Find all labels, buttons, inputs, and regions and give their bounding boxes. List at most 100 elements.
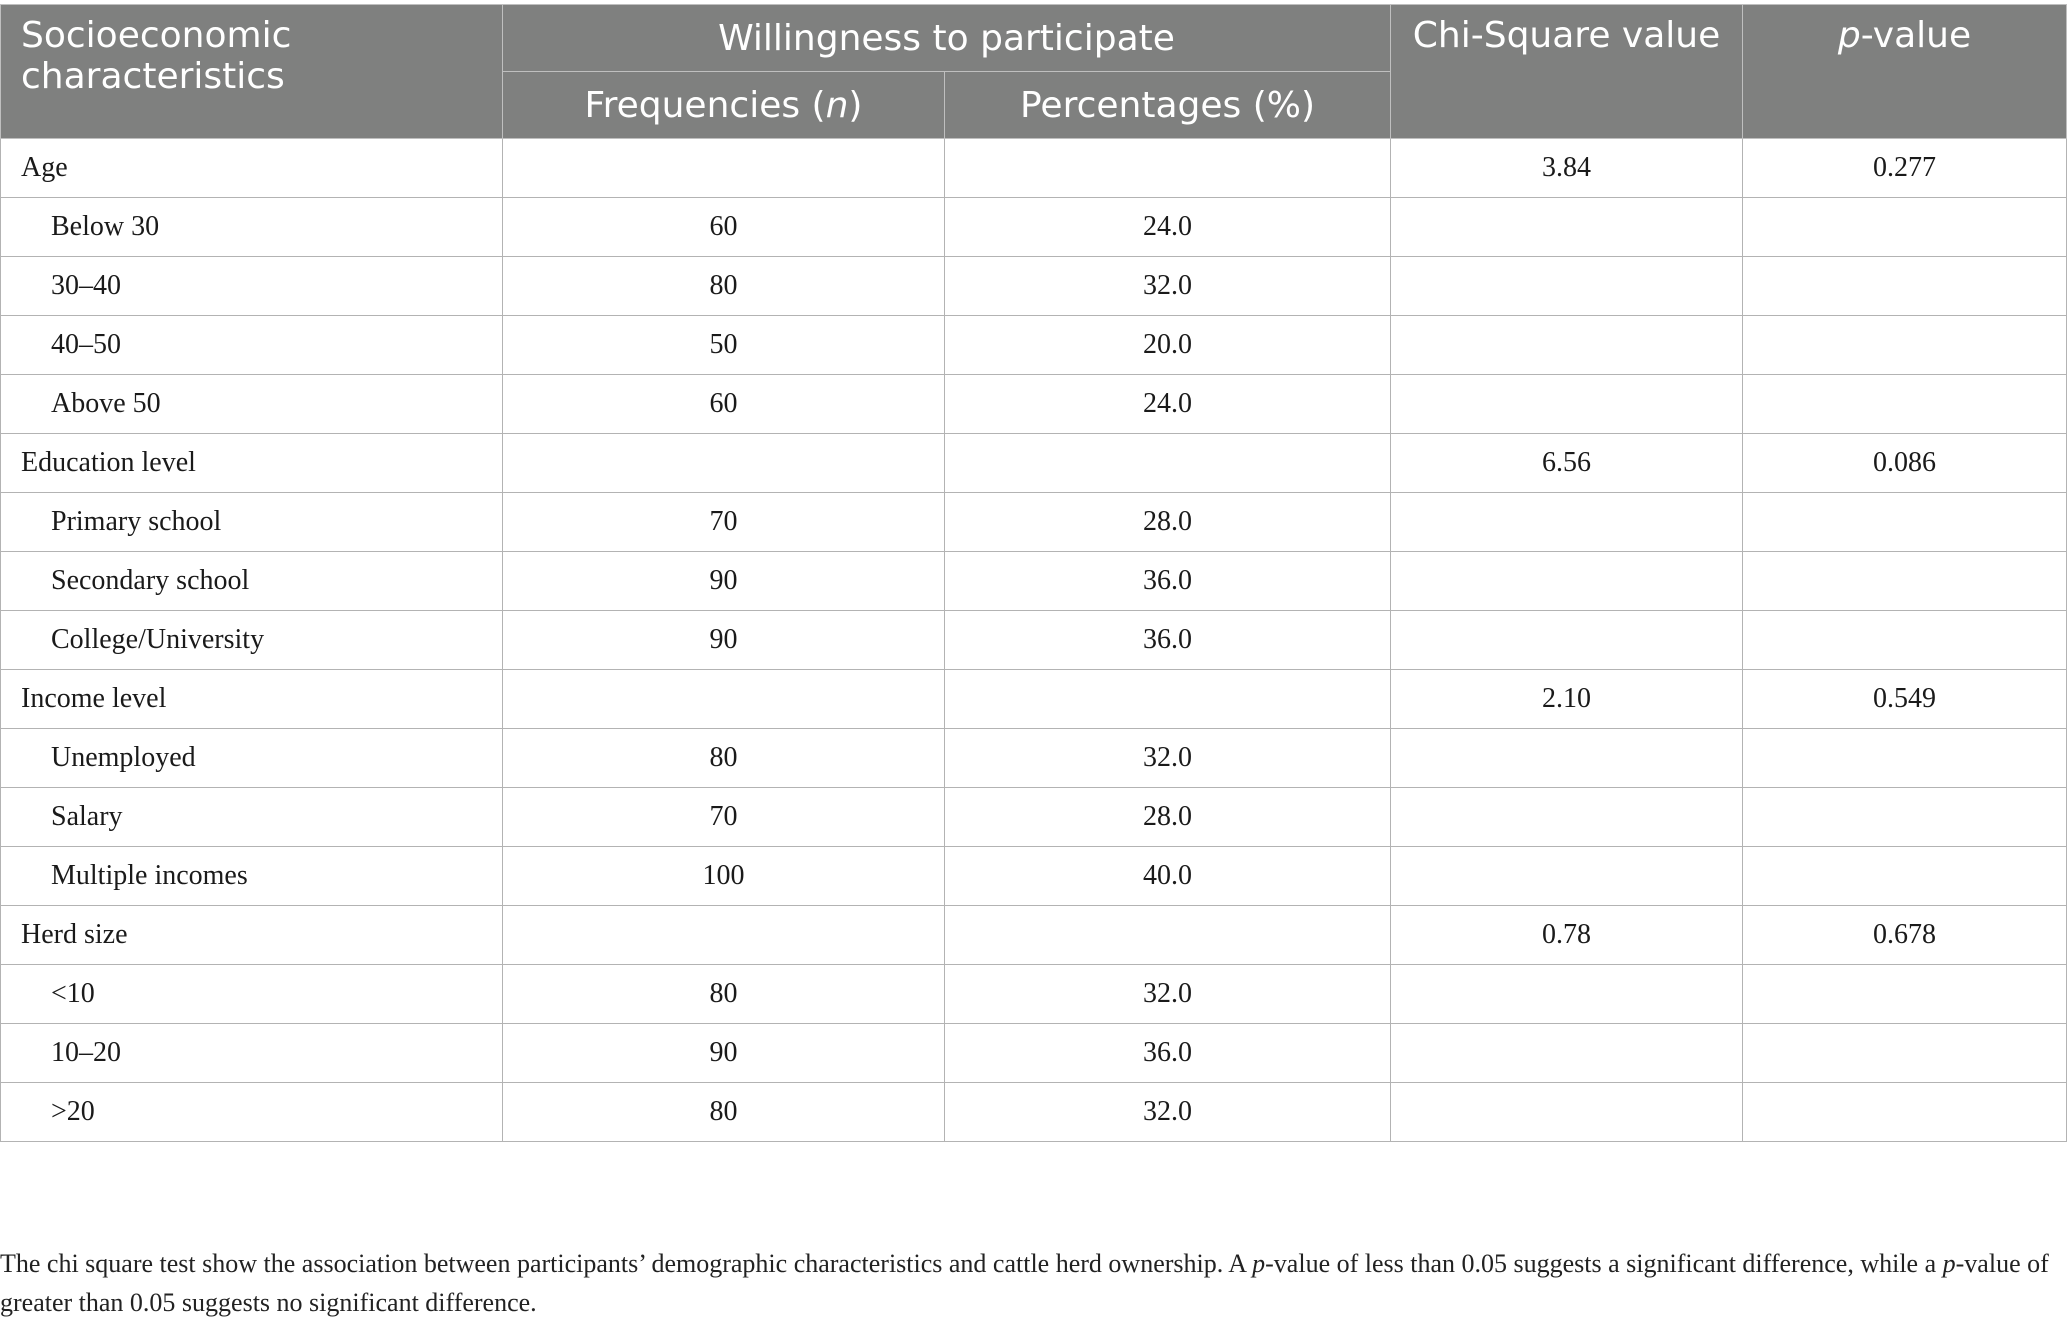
percentage-cell: 32.0 <box>943 256 1392 316</box>
p-value-cell <box>1742 610 2068 670</box>
row-label: 40–50 <box>0 315 503 375</box>
chi-square-cell <box>1390 1082 1744 1142</box>
percentage-cell: 40.0 <box>943 846 1392 906</box>
row-label: College/University <box>0 610 503 670</box>
percentage-cell <box>943 905 1392 965</box>
footnote-part-3: -value of greater than 0.05 suggests no … <box>0 1249 2049 1317</box>
header-chi-square: Chi-Square value <box>1390 4 1744 139</box>
frequency-cell: 50 <box>502 315 945 375</box>
header-socioeconomic: Socioeconomic characteristics <box>0 4 503 139</box>
chi-square-cell: 0.78 <box>1390 905 1744 965</box>
p-value-cell <box>1742 374 2068 434</box>
percentage-cell: 32.0 <box>943 728 1392 788</box>
chi-square-cell <box>1390 787 1744 847</box>
p-value-cell <box>1742 964 2068 1024</box>
frequency-cell <box>502 433 945 493</box>
results-table-container: Socioeconomic characteristics Willingnes… <box>0 4 2068 1142</box>
header-freq-italic: n <box>825 84 849 126</box>
footnote-part-1: The chi square test show the association… <box>0 1249 1253 1278</box>
frequency-cell: 80 <box>502 1082 945 1142</box>
table-group-row: Income level 2.10 0.549 <box>0 669 2068 729</box>
p-value-cell <box>1742 787 2068 847</box>
frequency-cell: 90 <box>502 610 945 670</box>
table-row: 30–40 80 32.0 <box>0 256 2068 316</box>
row-label: Salary <box>0 787 503 847</box>
percentage-cell: 36.0 <box>943 610 1392 670</box>
chi-square-cell <box>1390 374 1744 434</box>
chi-square-cell: 6.56 <box>1390 433 1744 493</box>
percentage-cell: 36.0 <box>943 1023 1392 1083</box>
frequency-cell: 60 <box>502 197 945 257</box>
frequency-cell <box>502 138 945 198</box>
p-value-cell <box>1742 197 2068 257</box>
row-label: Primary school <box>0 492 503 552</box>
chi-square-table: Socioeconomic characteristics Willingnes… <box>0 4 2068 1142</box>
row-label: Below 30 <box>0 197 503 257</box>
header-p-italic: p <box>1837 15 1861 56</box>
frequency-cell: 90 <box>502 551 945 611</box>
percentage-cell: 28.0 <box>943 492 1392 552</box>
p-value-cell <box>1742 846 2068 906</box>
chi-square-cell: 2.10 <box>1390 669 1744 729</box>
percentage-cell: 32.0 <box>943 964 1392 1024</box>
table-row: Secondary school 90 36.0 <box>0 551 2068 611</box>
p-value-cell <box>1742 1023 2068 1083</box>
percentage-cell: 28.0 <box>943 787 1392 847</box>
table-row: Salary 70 28.0 <box>0 787 2068 847</box>
p-value-cell <box>1742 315 2068 375</box>
frequency-cell: 80 <box>502 964 945 1024</box>
row-label: Multiple incomes <box>0 846 503 906</box>
row-label: Above 50 <box>0 374 503 434</box>
frequency-cell: 60 <box>502 374 945 434</box>
chi-square-cell <box>1390 846 1744 906</box>
p-value-cell <box>1742 1082 2068 1142</box>
percentage-cell <box>943 669 1392 729</box>
table-row: 10–20 90 36.0 <box>0 1023 2068 1083</box>
table-header: Socioeconomic characteristics Willingnes… <box>0 4 2068 139</box>
p-value-cell <box>1742 256 2068 316</box>
p-value-cell: 0.277 <box>1742 138 2068 198</box>
percentage-cell: 24.0 <box>943 374 1392 434</box>
table-body: Age 3.84 0.277 Below 30 60 24.0 30–40 80 32.0 40–… <box>0 138 2068 1142</box>
p-value-cell <box>1742 551 2068 611</box>
chi-square-cell <box>1390 315 1744 375</box>
chi-square-cell: 3.84 <box>1390 138 1744 198</box>
frequency-cell: 70 <box>502 492 945 552</box>
p-value-cell: 0.086 <box>1742 433 2068 493</box>
header-percentages: Percentages (%) <box>943 71 1392 139</box>
footnote-p-italic-2: p <box>1942 1249 1956 1278</box>
percentage-cell <box>943 433 1392 493</box>
percentage-cell: 32.0 <box>943 1082 1392 1142</box>
chi-square-cell <box>1390 964 1744 1024</box>
row-label: Age <box>0 138 503 198</box>
row-label: Income level <box>0 669 503 729</box>
chi-square-cell <box>1390 197 1744 257</box>
table-group-row: Herd size 0.78 0.678 <box>0 905 2068 965</box>
header-freq-prefix: Frequencies ( <box>584 84 826 126</box>
frequency-cell: 90 <box>502 1023 945 1083</box>
table-row: College/University 90 36.0 <box>0 610 2068 670</box>
header-p-value: p-value <box>1742 4 2068 139</box>
table-group-row: Age 3.84 0.277 <box>0 138 2068 198</box>
percentage-cell <box>943 138 1392 198</box>
chi-square-cell <box>1390 1023 1744 1083</box>
table-row: Unemployed 80 32.0 <box>0 728 2068 788</box>
row-label: Secondary school <box>0 551 503 611</box>
table-footnote: The chi square test show the association… <box>0 1244 2066 1322</box>
p-value-cell: 0.678 <box>1742 905 2068 965</box>
chi-square-cell <box>1390 256 1744 316</box>
frequency-cell <box>502 905 945 965</box>
chi-square-cell <box>1390 728 1744 788</box>
row-label: >20 <box>0 1082 503 1142</box>
footnote-part-2: -value of less than 0.05 suggests a sign… <box>1265 1249 1943 1278</box>
chi-square-cell <box>1390 551 1744 611</box>
table-group-row: Education level 6.56 0.086 <box>0 433 2068 493</box>
table-row: >20 80 32.0 <box>0 1082 2068 1142</box>
row-label: 10–20 <box>0 1023 503 1083</box>
frequency-cell <box>502 669 945 729</box>
frequency-cell: 70 <box>502 787 945 847</box>
table-row: Above 50 60 24.0 <box>0 374 2068 434</box>
footnote-p-italic-1: p <box>1252 1249 1266 1278</box>
table-row: Multiple incomes 100 40.0 <box>0 846 2068 906</box>
frequency-cell: 100 <box>502 846 945 906</box>
